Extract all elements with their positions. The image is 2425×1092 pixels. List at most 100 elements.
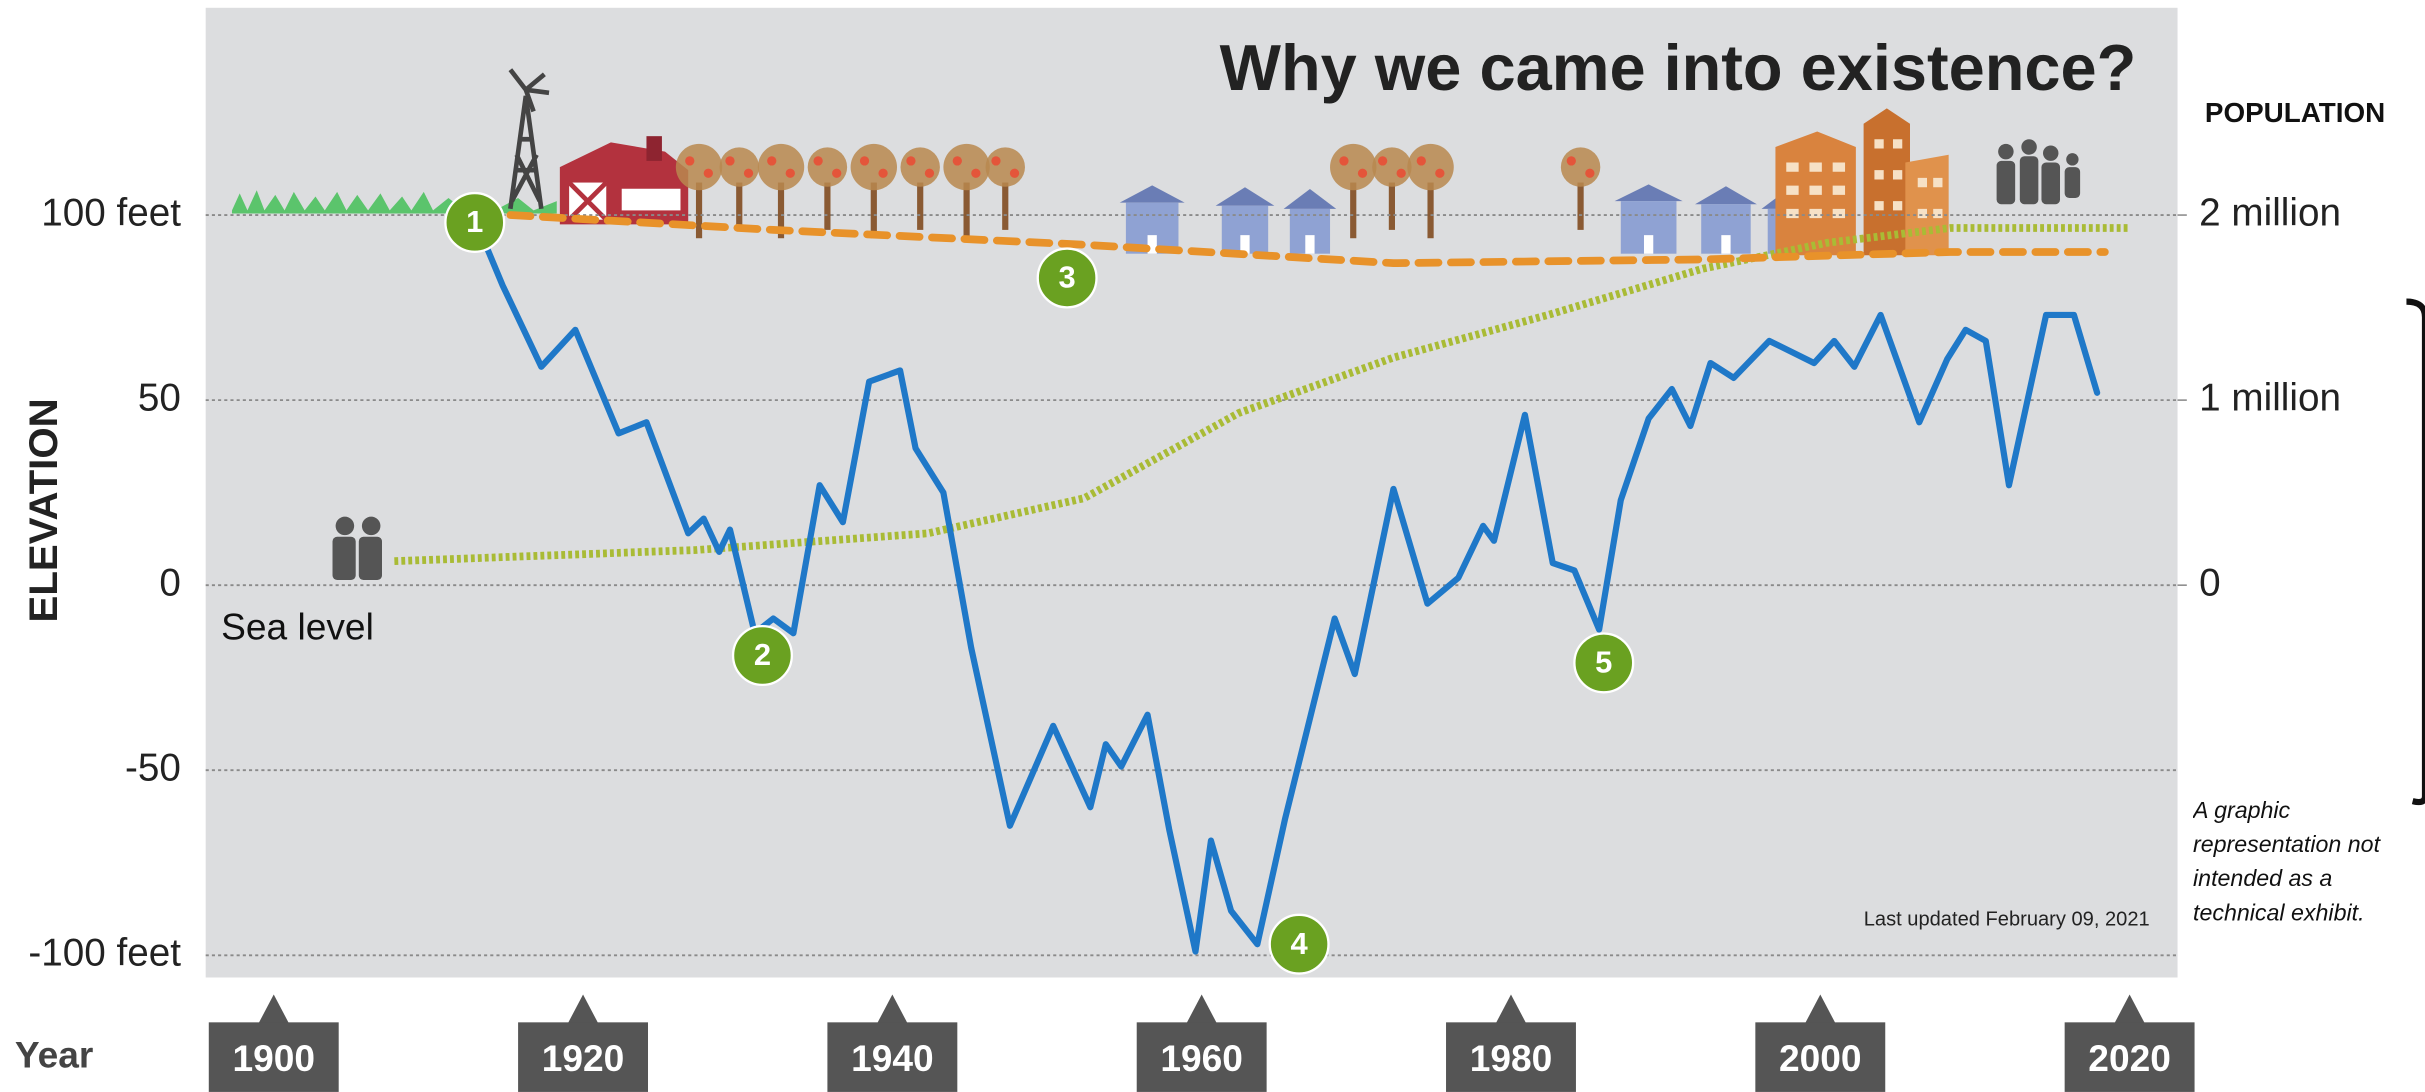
house-door: [1721, 235, 1731, 254]
x-tick-box: [827, 1022, 958, 1092]
barn: [559, 136, 689, 225]
fruit: [1357, 168, 1368, 178]
x-tick-mark: [567, 994, 599, 1024]
fruit: [785, 168, 795, 178]
x-tick-mark: [876, 994, 908, 1024]
tree-trunk: [963, 182, 970, 239]
tree-trunk: [1427, 182, 1434, 239]
x-tick-label: 1920: [542, 1037, 625, 1079]
fruit: [952, 156, 962, 166]
tree-trunk: [1388, 182, 1395, 230]
fruit: [859, 156, 870, 166]
house-roof: [1614, 184, 1683, 202]
series-line: [394, 224, 2129, 566]
x-tick-box: [1755, 1022, 1886, 1092]
y2-tick-label: 1 million: [2199, 376, 2341, 419]
fruit: [1435, 168, 1445, 178]
tree-trunk: [870, 182, 877, 239]
annotation-marker: [444, 191, 506, 254]
tree-crown: [1560, 147, 1601, 187]
house-door: [1643, 235, 1654, 254]
house-roof: [1283, 189, 1337, 209]
x-tick-mark: [2114, 994, 2146, 1024]
y-tick-label: -50: [125, 746, 181, 789]
x-axis-label: Year: [15, 1034, 93, 1076]
fruit: [743, 168, 754, 178]
house-roof: [1215, 187, 1275, 206]
tree-trunk: [824, 182, 831, 230]
x-tick-box: [518, 1022, 649, 1092]
y2-axis-label: POPULATION: [2205, 97, 2385, 128]
tree-crown: [1330, 143, 1377, 191]
house-roof: [1695, 186, 1757, 205]
tree-crown: [985, 147, 1025, 187]
y-tick-label: 0: [159, 561, 181, 604]
fruit: [878, 168, 888, 178]
x-tick-mark: [1495, 994, 1527, 1024]
y-tick-label: 50: [138, 376, 181, 419]
x-tick-label: 1940: [851, 1037, 934, 1079]
tree-trunk: [736, 182, 743, 230]
updated-label: Last updated February 09, 2021: [1864, 909, 2150, 931]
fruit: [924, 168, 935, 178]
fruit: [813, 156, 823, 166]
tree-trunk: [695, 182, 703, 239]
tree-crown: [675, 143, 723, 191]
sea-level-label: Sea level: [221, 605, 374, 647]
tree-crown: [807, 147, 848, 187]
windmill: [508, 68, 550, 210]
annotation-marker: [1268, 913, 1330, 975]
x-tick-mark: [1804, 994, 1836, 1024]
tree-crown: [719, 147, 759, 187]
illustrations: [231, 68, 2081, 581]
note: A graphic representation not intended as…: [2193, 798, 2381, 927]
note-box: A graphic representation not intended as…: [2193, 798, 2381, 927]
tree-crown: [1372, 147, 1412, 187]
edge-shape: [2406, 298, 2425, 806]
x-tick-label: 1980: [1470, 1037, 1553, 1079]
x-tick-box: [2064, 1022, 2195, 1092]
fruit: [685, 156, 695, 166]
fruit: [971, 168, 981, 178]
house-roof: [1119, 185, 1185, 203]
annotation-marker: [731, 624, 793, 687]
tree-trunk: [777, 182, 785, 239]
fruit: [767, 156, 777, 166]
fruit: [1377, 156, 1388, 166]
annotation-label: 5: [1595, 645, 1612, 680]
fruit: [1585, 168, 1595, 178]
tree-crown: [1407, 143, 1454, 191]
fruit: [991, 156, 1001, 166]
trees: [675, 143, 1601, 239]
house-door: [1240, 235, 1250, 254]
fruit: [906, 156, 916, 166]
y2-tick-label: 0: [2199, 561, 2221, 604]
fruit: [1566, 156, 1576, 166]
annotation-label: 2: [754, 637, 771, 672]
fruit: [725, 156, 735, 166]
chart-title: Why we came into existence?: [1220, 31, 2137, 104]
y-tick-label: -100 feet: [28, 932, 181, 975]
house-door: [1147, 235, 1157, 254]
y-tick-label: 100 feet: [41, 191, 181, 234]
buildings: [1775, 108, 1949, 256]
annotation-label: 4: [1291, 926, 1309, 961]
tree-crown: [850, 143, 898, 191]
tree-crown: [757, 143, 805, 191]
house-door: [1305, 235, 1315, 254]
tree-trunk: [1002, 182, 1009, 230]
x-tick-label: 1960: [1160, 1037, 1243, 1079]
fruit: [1009, 168, 1020, 178]
annotation-label: 3: [1059, 260, 1076, 295]
x-tick-label: 2020: [2088, 1037, 2171, 1079]
people-right: [1996, 139, 2081, 205]
tree-trunk: [1577, 182, 1584, 230]
fruit: [1339, 156, 1349, 166]
fruit: [1416, 156, 1426, 166]
tree-crown: [900, 147, 940, 187]
annotation-marker: [1036, 247, 1098, 309]
x-tick-mark: [258, 994, 290, 1024]
fruit: [703, 168, 713, 178]
series-line: [506, 211, 2109, 268]
annotation-marker: [1573, 632, 1635, 694]
